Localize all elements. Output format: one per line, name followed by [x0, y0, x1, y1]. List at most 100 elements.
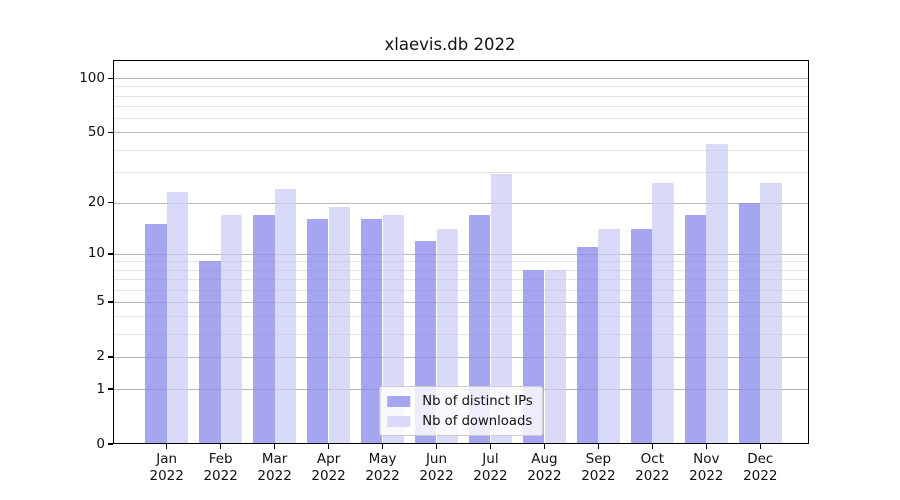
- minor-gridline: [113, 316, 809, 318]
- legend-swatch-distinct-ips-icon: [387, 395, 411, 407]
- x-tick-label: Jun 2022: [419, 451, 454, 484]
- x-tickmark: [381, 444, 384, 449]
- major-gridline: [113, 301, 809, 303]
- major-gridline: [113, 78, 809, 80]
- minor-gridline-overlay: [113, 289, 809, 291]
- major-gridline: [113, 202, 809, 204]
- bar-distinct-ips: [198, 261, 221, 444]
- y-tickmark: [108, 131, 113, 133]
- major-gridline: [113, 253, 809, 255]
- x-tick-label: Feb 2022: [203, 451, 238, 484]
- minor-gridline-overlay: [113, 106, 809, 108]
- bar-distinct-ips: [306, 219, 329, 444]
- minor-gridline-overlay: [113, 86, 809, 88]
- x-tick-label: Sep 2022: [581, 451, 616, 484]
- major-gridline-overlay: [113, 301, 809, 303]
- y-tick-label: 10: [87, 245, 105, 262]
- minor-gridline: [113, 118, 809, 120]
- x-tick-label: Oct 2022: [635, 451, 670, 484]
- minor-gridline: [113, 86, 809, 88]
- bar-distinct-ips: [145, 224, 167, 444]
- minor-gridline: [113, 334, 809, 336]
- x-tickmark: [220, 444, 222, 449]
- minor-gridline: [113, 171, 809, 173]
- minor-gridline-overlay: [113, 316, 809, 318]
- minor-gridline-overlay: [113, 95, 809, 97]
- bar-downloads: [652, 182, 675, 444]
- x-tickmark: [705, 444, 707, 449]
- chart-title: xlaevis.db 2022: [384, 35, 516, 54]
- x-tickmark: [435, 444, 438, 449]
- bar-distinct-ips: [576, 247, 599, 444]
- bar-distinct-ips: [630, 229, 653, 444]
- minor-gridline-overlay: [113, 269, 809, 271]
- x-tickmark: [489, 444, 492, 449]
- minor-gridline: [113, 106, 809, 108]
- minor-gridline-overlay: [113, 261, 809, 263]
- minor-gridline: [113, 289, 809, 291]
- legend-label-distinct-ips: Nb of distinct IPs: [422, 393, 533, 409]
- y-tickmark: [108, 77, 113, 79]
- y-tick-label: 50: [87, 123, 105, 140]
- x-tickmark: [759, 444, 761, 449]
- minor-gridline: [113, 149, 809, 151]
- x-tick-label: May 2022: [365, 451, 400, 484]
- y-tick-label: 1: [96, 380, 105, 397]
- bar-downloads: [598, 229, 621, 444]
- minor-gridline: [113, 279, 809, 281]
- x-tick-label: Dec 2022: [743, 451, 778, 484]
- y-tick-label: 100: [79, 69, 105, 86]
- y-tick-label: 0: [96, 435, 105, 452]
- minor-gridline: [113, 261, 809, 263]
- major-gridline-overlay: [113, 356, 809, 358]
- major-gridline-overlay: [113, 78, 809, 80]
- bar-distinct-ips: [738, 202, 761, 444]
- major-gridline-overlay: [113, 253, 809, 255]
- minor-gridline: [113, 95, 809, 97]
- bar-downloads: [544, 269, 567, 444]
- plot-area: Nb of distinct IPs Nb of downloads: [113, 60, 809, 444]
- bar-downloads: [220, 214, 243, 444]
- y-tickmark: [108, 356, 113, 358]
- major-gridline: [113, 356, 809, 358]
- minor-gridline-overlay: [113, 118, 809, 120]
- minor-gridline-overlay: [113, 171, 809, 173]
- legend-item-distinct-ips: Nb of distinct IPs: [387, 392, 533, 410]
- x-tick-label: Aug 2022: [527, 451, 562, 484]
- bar-distinct-ips: [360, 219, 383, 444]
- x-tickmark: [543, 444, 545, 449]
- legend: Nb of distinct IPs Nb of downloads: [379, 386, 543, 436]
- legend-swatch-downloads-icon: [387, 415, 411, 427]
- bar-downloads: [760, 182, 782, 444]
- legend-item-downloads: Nb of downloads: [387, 412, 533, 430]
- x-tick-label: Mar 2022: [257, 451, 292, 484]
- x-tickmark: [166, 444, 168, 449]
- x-tick-label: Jul 2022: [473, 451, 508, 484]
- x-tickmark: [597, 444, 599, 449]
- minor-gridline: [113, 269, 809, 271]
- x-tickmark: [327, 444, 330, 449]
- major-gridline-overlay: [113, 132, 809, 134]
- minor-gridline-overlay: [113, 334, 809, 336]
- bar-downloads: [166, 192, 189, 444]
- major-gridline-overlay: [113, 202, 809, 204]
- x-tickmark: [651, 444, 653, 449]
- major-gridline: [113, 132, 809, 134]
- y-tickmark: [108, 388, 113, 390]
- y-tickmark: [108, 202, 113, 204]
- y-tickmark: [108, 253, 113, 255]
- x-tick-label: Apr 2022: [311, 451, 346, 484]
- x-tickmark: [274, 444, 276, 449]
- bar-downloads: [328, 206, 351, 444]
- bar-downloads: [274, 188, 297, 444]
- y-tick-label: 2: [96, 348, 105, 365]
- y-tick-label: 5: [96, 293, 105, 310]
- y-tick-label: 20: [87, 194, 105, 211]
- y-tickmark: [108, 301, 113, 303]
- x-tick-label: Jan 2022: [149, 451, 184, 484]
- minor-gridline-overlay: [113, 149, 809, 151]
- bar-distinct-ips: [252, 214, 275, 444]
- y-tickmark: [108, 443, 113, 445]
- legend-label-downloads: Nb of downloads: [422, 413, 533, 429]
